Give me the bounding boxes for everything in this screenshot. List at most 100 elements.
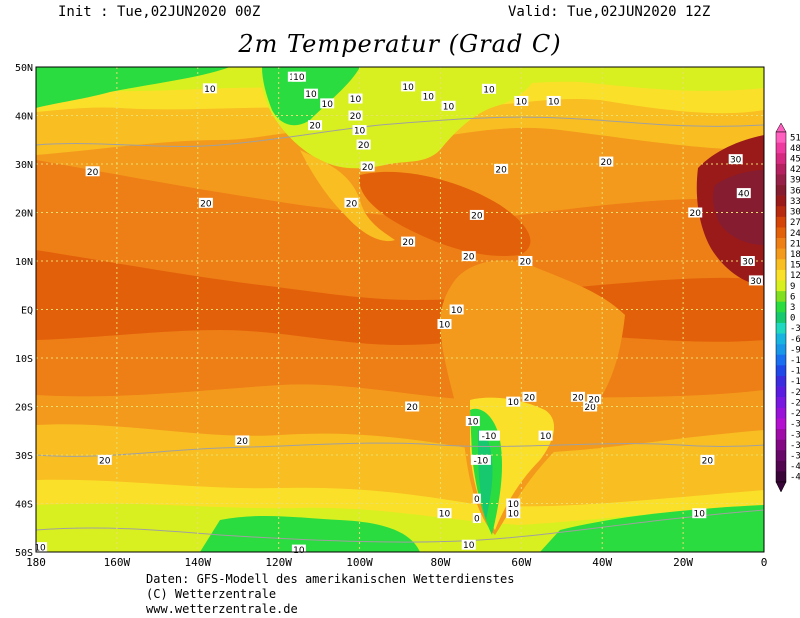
- legend-swatch: [776, 227, 786, 239]
- isotherm-label: 20: [198, 197, 213, 209]
- isotherm-label-bg: [421, 91, 436, 102]
- legend-label: 12: [790, 271, 800, 281]
- legend-swatch: [776, 333, 786, 345]
- latitude-label: 50N: [15, 63, 33, 74]
- isotherm-label-bg: [401, 81, 416, 92]
- legend-swatch: [776, 365, 786, 377]
- isotherm-label-text: 10: [540, 432, 552, 442]
- isotherm-label-bg: [522, 391, 537, 402]
- isotherm-label: 10: [506, 508, 521, 520]
- isotherm-label-bg: [700, 454, 715, 465]
- isotherm-labels: 1010101010101010101010101020202020202020…: [33, 71, 763, 556]
- legend-label: 9: [790, 282, 795, 292]
- isotherm-label: 10: [291, 544, 306, 556]
- latitude-label: 20S: [15, 403, 33, 414]
- legend-swatch: [776, 301, 786, 313]
- latitude-label: 10N: [15, 257, 33, 268]
- legend-label: -45: [790, 473, 800, 483]
- isotherm-label-bg: [583, 401, 598, 412]
- legend-swatch: [776, 418, 786, 430]
- legend-label: 45: [790, 155, 800, 165]
- legend-label: 51: [790, 133, 800, 143]
- legend-swatch: [776, 163, 786, 175]
- isotherm-label: 30: [728, 154, 743, 166]
- isotherm-label-text: 20: [463, 253, 475, 263]
- isotherm-label-text: 30: [730, 156, 742, 166]
- isotherm-label: 10: [538, 430, 553, 442]
- legend-label: -33: [790, 430, 800, 440]
- isotherm-label: 20: [97, 454, 112, 466]
- isotherm-label-bg: [405, 401, 420, 412]
- isotherm-label-text: 20: [702, 456, 714, 466]
- isotherm-label: 10: [401, 81, 416, 93]
- longitude-label: 120W: [265, 556, 292, 569]
- isotherm-label: 0: [472, 493, 481, 505]
- isotherm-label-text: 10: [439, 510, 451, 520]
- isotherm-label-bg: [401, 236, 416, 247]
- latitude-label: EQ: [21, 306, 33, 317]
- legend-label: 42: [790, 165, 800, 175]
- isotherm-label-text: 10: [350, 95, 362, 105]
- isotherm-label-bg: [461, 251, 476, 262]
- legend-label: 15: [790, 261, 800, 271]
- isotherm-label: 10: [449, 304, 464, 316]
- isotherm-label-bg: [469, 209, 484, 220]
- legend-label: 0: [790, 314, 795, 324]
- isotherm-label-text: 10: [516, 97, 528, 107]
- map-title: 2m Temperatur (Grad C): [238, 30, 562, 58]
- isotherm-label-text: -10: [482, 432, 497, 442]
- isotherm-label: 10: [202, 83, 217, 95]
- longitude-label: 160W: [104, 556, 131, 569]
- legend-swatch: [776, 450, 786, 462]
- legend-swatch: [776, 407, 786, 419]
- legend-label: 36: [790, 186, 800, 196]
- isotherm-label-bg: [472, 493, 481, 504]
- legend-label: -9: [790, 345, 800, 355]
- temp-region-sahara: [713, 170, 764, 245]
- isotherm-label-text: 0: [474, 515, 480, 525]
- isotherm-label: 20: [348, 110, 363, 122]
- isotherm-label-bg: [570, 391, 585, 402]
- legend-swatch: [776, 216, 786, 228]
- temp-region-south-green: [200, 515, 420, 552]
- isotherm-label: 10: [352, 125, 367, 137]
- legend-label: -6: [790, 335, 800, 345]
- isotherm-label-text: 10: [293, 546, 305, 556]
- isotherm-label: 10: [33, 542, 48, 554]
- isotherm-label-bg: [728, 154, 743, 165]
- isotherm-label-text: 10: [508, 510, 520, 520]
- isotherm-label-text: 10: [508, 500, 520, 510]
- isotherm-label: 10: [320, 98, 335, 110]
- isotherm-label-bg: [538, 430, 553, 441]
- isotherm-label-text: 30: [750, 277, 762, 287]
- isotherm-label-text: 10: [354, 127, 366, 137]
- isotherm-line: [36, 442, 764, 457]
- isotherm-label-text: 10: [402, 83, 414, 93]
- isotherm-label: 10: [506, 498, 521, 510]
- isotherm-label: 20: [85, 166, 100, 178]
- latitude-label: 10S: [15, 354, 33, 365]
- isotherm-label: 10: [465, 416, 480, 428]
- legend-arrow-top: [775, 122, 787, 133]
- legend-swatch: [776, 248, 786, 260]
- legend-swatch: [776, 195, 786, 207]
- isotherm-line: [36, 509, 764, 543]
- isotherm-label-text: 20: [690, 209, 702, 219]
- isotherm-label-text: 20: [362, 163, 374, 173]
- legend-label: -18: [790, 377, 800, 387]
- isotherm-label: 20: [522, 391, 537, 403]
- isotherm-label-bg: [688, 207, 703, 218]
- isotherm-label-bg: [291, 544, 306, 555]
- isotherm-label-text: 20: [87, 168, 99, 178]
- isotherm-label-bg: [344, 197, 359, 208]
- isotherm-label-bg: [97, 454, 112, 465]
- longitude-label: 40W: [592, 556, 612, 569]
- legend-label: -3: [790, 324, 800, 334]
- isotherm-label-bg: [506, 508, 521, 519]
- isotherm-label-bg: [599, 156, 614, 167]
- isotherm-label-bg: [692, 508, 707, 519]
- isotherm-label-text: 20: [350, 112, 362, 122]
- isotherm-label: 20: [587, 394, 602, 406]
- legend-label: -24: [790, 398, 800, 408]
- isotherm-label-text: 10: [508, 398, 520, 408]
